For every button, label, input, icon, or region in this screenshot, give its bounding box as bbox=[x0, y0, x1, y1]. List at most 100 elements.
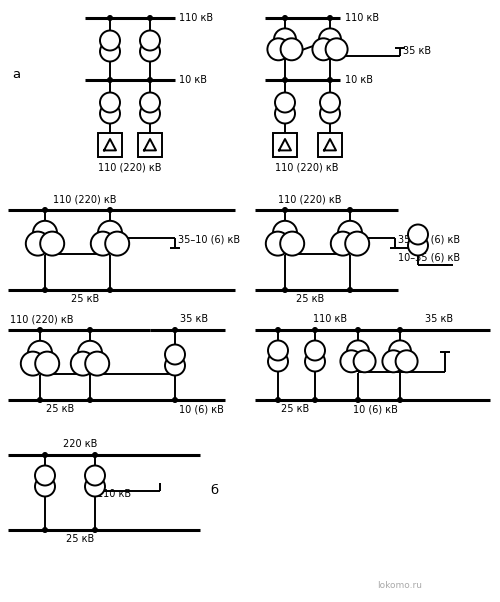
Text: 110 (220) кВ: 110 (220) кВ bbox=[10, 314, 74, 324]
Circle shape bbox=[389, 340, 411, 362]
Text: 35 кВ: 35 кВ bbox=[425, 314, 453, 324]
Text: 110 кВ: 110 кВ bbox=[313, 314, 347, 324]
Text: 35 кВ: 35 кВ bbox=[180, 314, 208, 324]
Circle shape bbox=[266, 232, 290, 256]
Circle shape bbox=[21, 352, 45, 376]
Text: 25 кВ: 25 кВ bbox=[66, 534, 94, 544]
Circle shape bbox=[108, 208, 112, 213]
Circle shape bbox=[319, 28, 341, 51]
Circle shape bbox=[331, 232, 355, 256]
Circle shape bbox=[326, 39, 347, 60]
Circle shape bbox=[305, 341, 325, 361]
Circle shape bbox=[78, 341, 102, 365]
Circle shape bbox=[328, 16, 332, 20]
Text: 110 кВ: 110 кВ bbox=[179, 13, 213, 23]
Text: 25 кВ: 25 кВ bbox=[281, 404, 309, 414]
Bar bbox=[138, 133, 162, 157]
Circle shape bbox=[408, 235, 428, 255]
Text: 110 (220) кВ: 110 (220) кВ bbox=[53, 194, 117, 204]
Circle shape bbox=[268, 352, 288, 371]
Text: 25 кВ: 25 кВ bbox=[46, 404, 74, 414]
Circle shape bbox=[26, 232, 50, 256]
Circle shape bbox=[71, 352, 95, 376]
Circle shape bbox=[276, 398, 280, 402]
Text: 110 (220) кВ: 110 (220) кВ bbox=[275, 163, 339, 173]
Circle shape bbox=[85, 477, 105, 497]
Circle shape bbox=[347, 340, 369, 362]
Circle shape bbox=[92, 528, 98, 532]
Text: 35 кВ: 35 кВ bbox=[403, 46, 431, 56]
Text: 110 кВ: 110 кВ bbox=[97, 489, 131, 499]
Circle shape bbox=[91, 232, 115, 256]
Circle shape bbox=[338, 221, 362, 245]
Circle shape bbox=[33, 221, 57, 245]
Circle shape bbox=[148, 78, 152, 82]
Text: lokomo.ru: lokomo.ru bbox=[378, 580, 422, 589]
Circle shape bbox=[282, 208, 288, 213]
Bar bbox=[318, 133, 342, 157]
Circle shape bbox=[85, 352, 109, 376]
Circle shape bbox=[356, 327, 360, 332]
Circle shape bbox=[172, 327, 178, 332]
Text: 25 кВ: 25 кВ bbox=[296, 294, 324, 304]
Circle shape bbox=[320, 93, 340, 113]
Circle shape bbox=[282, 78, 288, 82]
Circle shape bbox=[42, 288, 48, 293]
Text: 10 (6) кВ: 10 (6) кВ bbox=[352, 404, 398, 414]
Circle shape bbox=[108, 288, 112, 293]
Circle shape bbox=[40, 232, 64, 256]
Circle shape bbox=[172, 398, 178, 402]
Circle shape bbox=[312, 327, 318, 332]
Bar bbox=[98, 133, 122, 157]
Circle shape bbox=[98, 221, 122, 245]
Circle shape bbox=[165, 344, 185, 364]
Text: 220 кВ: 220 кВ bbox=[63, 439, 97, 449]
Circle shape bbox=[268, 341, 288, 361]
Text: 10 кВ: 10 кВ bbox=[345, 75, 373, 85]
Circle shape bbox=[35, 352, 59, 376]
Circle shape bbox=[38, 398, 43, 402]
Text: 110 (220) кВ: 110 (220) кВ bbox=[278, 194, 342, 204]
Text: 110 кВ: 110 кВ bbox=[345, 13, 379, 23]
Circle shape bbox=[275, 104, 295, 123]
Bar bbox=[273, 133, 297, 157]
Circle shape bbox=[105, 232, 129, 256]
Circle shape bbox=[312, 398, 318, 402]
Circle shape bbox=[348, 288, 352, 293]
Text: а: а bbox=[12, 69, 20, 81]
Circle shape bbox=[88, 398, 92, 402]
Circle shape bbox=[165, 356, 185, 376]
Text: 10 кВ: 10 кВ bbox=[179, 75, 207, 85]
Circle shape bbox=[408, 225, 428, 244]
Circle shape bbox=[88, 327, 92, 332]
Circle shape bbox=[275, 93, 295, 113]
Circle shape bbox=[280, 39, 302, 60]
Circle shape bbox=[35, 465, 55, 485]
Text: 10 (6) кВ: 10 (6) кВ bbox=[179, 404, 224, 414]
Circle shape bbox=[100, 31, 120, 51]
Circle shape bbox=[92, 453, 98, 458]
Circle shape bbox=[140, 42, 160, 61]
Circle shape bbox=[354, 350, 376, 372]
Circle shape bbox=[348, 208, 352, 213]
Circle shape bbox=[148, 16, 152, 20]
Circle shape bbox=[398, 327, 402, 332]
Circle shape bbox=[396, 350, 417, 372]
Circle shape bbox=[276, 327, 280, 332]
Circle shape bbox=[356, 398, 360, 402]
Circle shape bbox=[108, 78, 112, 82]
Circle shape bbox=[382, 350, 404, 372]
Circle shape bbox=[100, 42, 120, 61]
Circle shape bbox=[273, 221, 297, 245]
Circle shape bbox=[282, 288, 288, 293]
Text: 35–10 (6) кВ: 35–10 (6) кВ bbox=[398, 235, 460, 245]
Circle shape bbox=[42, 453, 48, 458]
Circle shape bbox=[42, 528, 48, 532]
Circle shape bbox=[345, 232, 369, 256]
Circle shape bbox=[108, 16, 112, 20]
Circle shape bbox=[268, 39, 289, 60]
Circle shape bbox=[320, 104, 340, 123]
Circle shape bbox=[282, 16, 288, 20]
Circle shape bbox=[42, 208, 48, 213]
Text: 10–35 (6) кВ: 10–35 (6) кВ bbox=[398, 252, 460, 262]
